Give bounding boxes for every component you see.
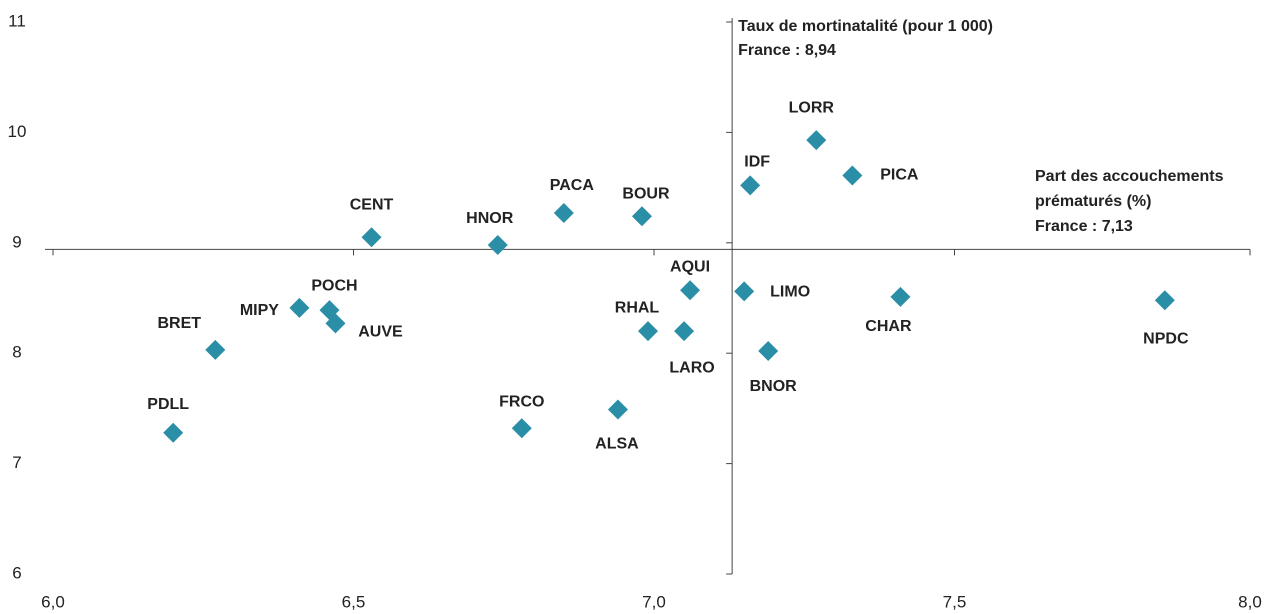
point-label: FRCO — [499, 393, 544, 410]
point — [487, 235, 508, 256]
point — [740, 175, 761, 196]
point — [806, 130, 827, 151]
y-tick-label: 8 — [12, 343, 21, 362]
point — [734, 281, 755, 302]
point — [163, 422, 184, 443]
point-label: LORR — [789, 99, 835, 116]
y-tick-label: 6 — [12, 563, 21, 582]
point-label: AUVE — [358, 324, 403, 341]
y-tick-label: 11 — [8, 11, 26, 30]
point-label: LIMO — [770, 284, 810, 301]
point-label: ALSA — [595, 436, 639, 453]
point-label: MIPY — [240, 302, 279, 319]
point — [637, 321, 658, 342]
y-tick-label: 9 — [12, 232, 21, 251]
point-label: RHAL — [615, 299, 660, 316]
point — [1154, 290, 1175, 311]
y-tick-label: 10 — [8, 122, 27, 141]
y-axis-title: Taux de mortinatalité (pour 1 000) — [738, 18, 993, 35]
point — [890, 286, 911, 307]
point-label: CENT — [350, 196, 394, 213]
point — [674, 321, 695, 342]
x-tick-label: 8,0 — [1238, 592, 1262, 611]
point — [205, 339, 226, 360]
point-label: LARO — [669, 359, 714, 376]
point-label: BNOR — [750, 378, 798, 395]
point — [289, 297, 310, 318]
x-tick-label: 6,0 — [41, 592, 65, 611]
point-label: NPDC — [1143, 330, 1189, 347]
point — [553, 202, 574, 223]
point — [680, 280, 701, 301]
x-tick-label: 7,5 — [943, 592, 967, 611]
point-label: PICA — [880, 167, 919, 184]
point-label: BRET — [157, 315, 201, 332]
point — [607, 399, 628, 420]
point-label: BOUR — [622, 186, 670, 203]
x-tick-label: 7,0 — [642, 592, 666, 611]
point — [325, 313, 346, 334]
x-axis-title: Part des accouchements — [1035, 168, 1224, 185]
point — [631, 206, 652, 227]
point-label: IDF — [744, 154, 770, 171]
point — [511, 418, 532, 439]
point-label: HNOR — [466, 210, 514, 227]
x-axis-title: France : 7,13 — [1035, 218, 1133, 235]
point — [842, 165, 863, 186]
point-label: AQUI — [670, 258, 710, 275]
point — [361, 227, 382, 248]
y-tick-label: 7 — [12, 453, 21, 472]
point-label: POCH — [311, 277, 357, 294]
point-label: PDLL — [147, 396, 189, 413]
point-label: PACA — [550, 177, 595, 194]
point — [758, 340, 779, 361]
y-axis-title: France : 8,94 — [738, 42, 836, 59]
point-label: CHAR — [865, 318, 912, 335]
x-tick-label: 6,5 — [342, 592, 366, 611]
x-axis-title: prématurés (%) — [1035, 193, 1151, 210]
